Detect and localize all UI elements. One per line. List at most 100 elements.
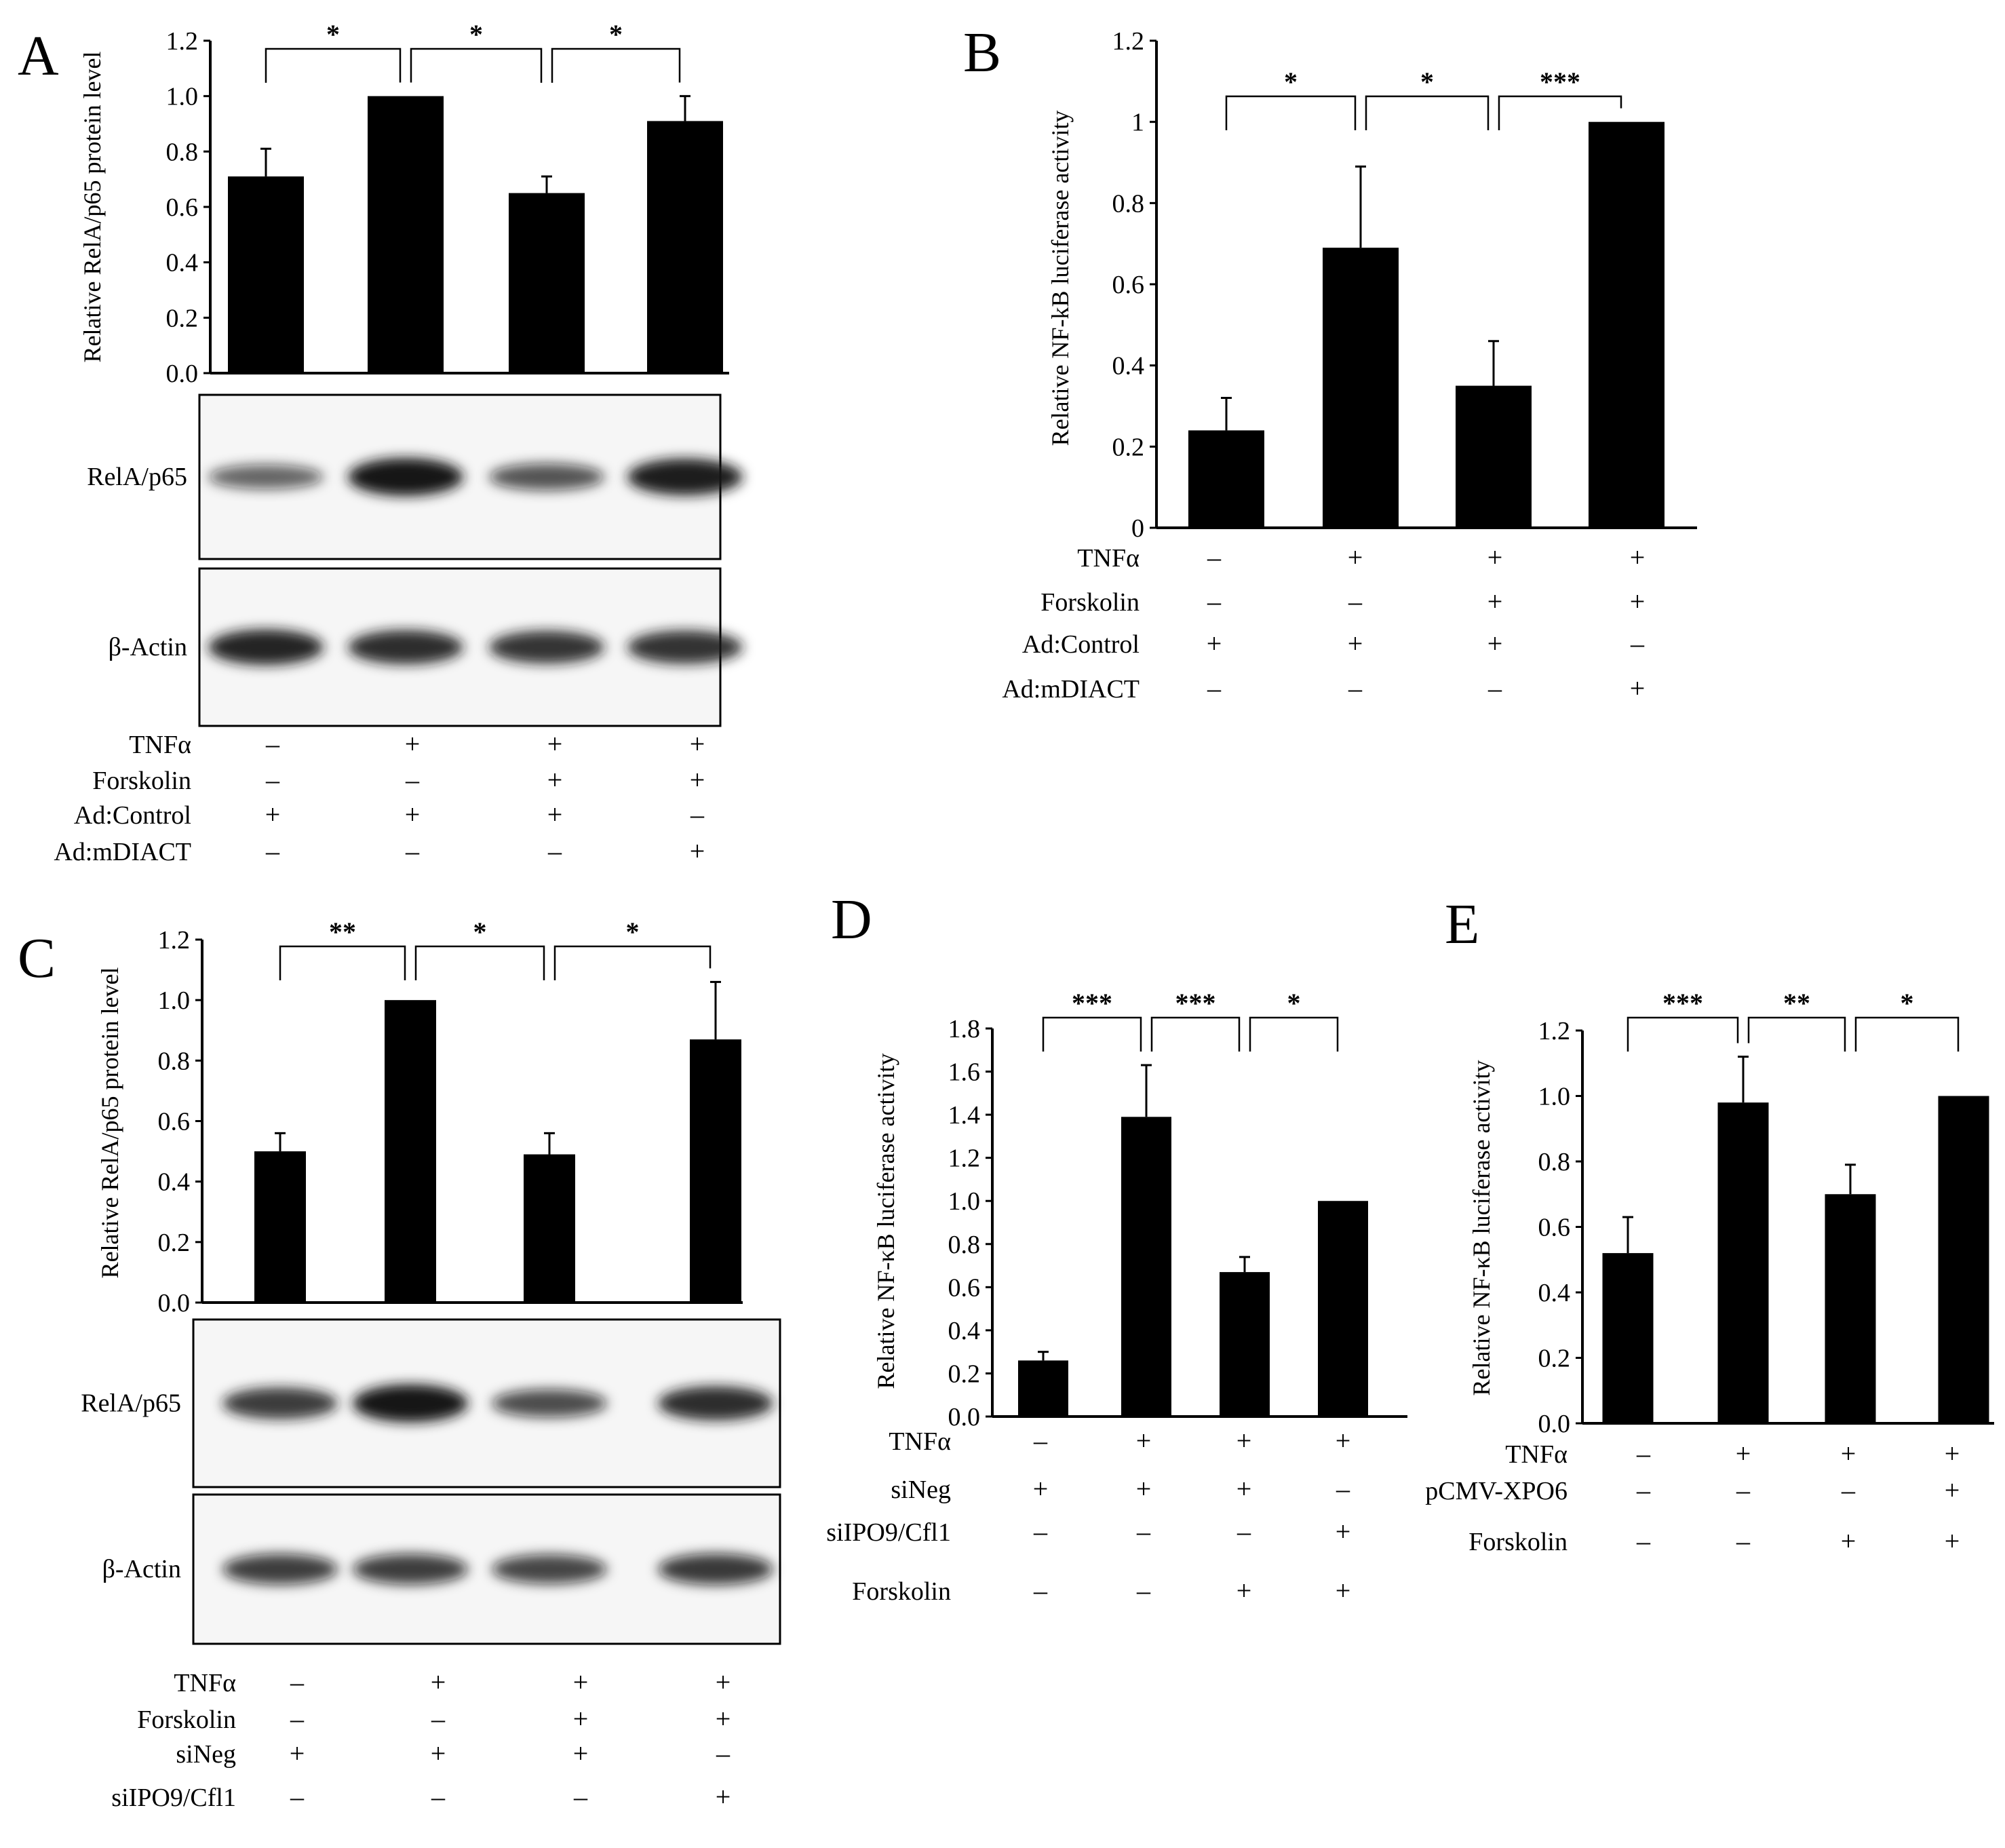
condition-label: Forskolin xyxy=(1040,588,1140,617)
panel-label: C xyxy=(18,927,56,990)
blot-band xyxy=(492,1554,607,1584)
condition-sign: – xyxy=(1336,1474,1350,1504)
panel-c: C 0.0 0.2 0.4 0.6 0.8 1.0 1.2 Relative RelA/p65 … xyxy=(18,917,781,1812)
y-tick-label: 0.8 xyxy=(948,1231,981,1259)
condition-sign: + xyxy=(573,1738,589,1769)
bar xyxy=(1456,385,1532,528)
condition-sign: + xyxy=(1630,586,1646,617)
condition-sign: – xyxy=(1033,1575,1048,1606)
condition-sign: + xyxy=(1945,1475,1960,1505)
y-tick-label: 0.2 xyxy=(948,1360,981,1388)
bar xyxy=(1323,248,1399,528)
condition-label: TNFα xyxy=(889,1427,951,1456)
condition-sign: – xyxy=(547,836,562,866)
condition-label: Forskolin xyxy=(852,1577,951,1606)
y-tick-label: 0.0 xyxy=(166,360,199,388)
y-tick-label: 0.6 xyxy=(166,193,199,222)
condition-label: TNFα xyxy=(1505,1440,1568,1469)
condition-sign: – xyxy=(1348,673,1363,704)
condition-sign: – xyxy=(431,1703,446,1734)
condition-sign: + xyxy=(1348,542,1363,573)
significance-label: ** xyxy=(329,917,356,947)
condition-sign: + xyxy=(1487,586,1503,617)
significance-label: * xyxy=(1287,988,1301,1018)
condition-sign: – xyxy=(1636,1475,1651,1505)
condition-sign: + xyxy=(690,765,705,795)
y-tick-label: 0.8 xyxy=(1112,189,1145,218)
y-axis-label: Relative RelA/p65 protein level xyxy=(79,52,106,363)
significance-label: * xyxy=(469,19,483,50)
bar xyxy=(1220,1272,1270,1417)
western-blot xyxy=(198,567,743,727)
condition-sign: – xyxy=(1736,1526,1751,1556)
condition-sign: – xyxy=(1841,1475,1856,1505)
condition-sign: – xyxy=(405,765,420,795)
bar xyxy=(228,176,304,373)
condition-sign: + xyxy=(1237,1474,1252,1504)
significance-bracket xyxy=(1042,1016,1142,1052)
condition-sign: – xyxy=(431,1782,446,1812)
condition-sign: + xyxy=(1237,1575,1252,1606)
blot-label: β-Actin xyxy=(109,633,187,661)
condition-sign: + xyxy=(1945,1526,1960,1556)
condition-sign: – xyxy=(1630,628,1645,659)
significance-label: *** xyxy=(1662,988,1703,1018)
y-tick-label: 0.6 xyxy=(1112,271,1145,299)
condition-sign: + xyxy=(547,799,563,830)
condition-label: pCMV-XPO6 xyxy=(1425,1477,1568,1505)
significance-bracket xyxy=(1365,95,1490,130)
y-tick-label: 1.0 xyxy=(166,83,199,111)
blot-band xyxy=(658,1554,773,1585)
blot-band xyxy=(222,1387,338,1419)
y-tick-label: 1.2 xyxy=(1538,1017,1571,1045)
bar xyxy=(1589,121,1665,528)
condition-sign: + xyxy=(1630,542,1646,573)
condition-sign: + xyxy=(1630,673,1646,704)
significance-label: *** xyxy=(1072,988,1112,1018)
y-tick-label: 0.8 xyxy=(166,138,199,166)
y-axis-label: Relative NF-kB luciferase activity xyxy=(1047,111,1074,446)
panel-e: E 0.0 0.2 0.4 0.6 0.8 1.0 1.2 Relative NF-κB luc… xyxy=(1425,893,1994,1556)
condition-sign: + xyxy=(1841,1438,1856,1469)
western-blot xyxy=(198,393,743,560)
panel-label: D xyxy=(831,888,872,951)
condition-label: Ad:Control xyxy=(1022,630,1140,659)
condition-sign: + xyxy=(405,799,421,830)
y-tick-label: 1.6 xyxy=(948,1058,981,1087)
y-tick-label: 1.8 xyxy=(948,1015,981,1043)
y-tick-label: 0.2 xyxy=(158,1229,191,1257)
condition-sign: + xyxy=(265,799,281,830)
bar xyxy=(647,121,723,373)
y-tick-label: 0.4 xyxy=(1538,1279,1571,1307)
condition-sign: + xyxy=(1136,1425,1152,1456)
y-axis-label: Relative NF-κB luciferase activity xyxy=(872,1054,899,1389)
condition-sign: – xyxy=(716,1738,731,1769)
y-tick-label: 1.2 xyxy=(948,1144,981,1173)
y-tick-label: 0.0 xyxy=(1538,1410,1571,1438)
panel-label: A xyxy=(18,24,59,88)
significance-bracket xyxy=(414,945,545,980)
significance-bracket xyxy=(1854,1016,1960,1052)
significance-label: * xyxy=(326,19,340,50)
condition-label: Ad:mDIACT xyxy=(54,838,191,866)
significance-label: * xyxy=(626,917,640,947)
y-tick-label: 1.2 xyxy=(158,926,191,955)
blot-label: β-Actin xyxy=(102,1555,181,1583)
panel-a: A 0.0 0.2 0.4 0.6 0.8 1.0 1.2 Relative RelA/p65 … xyxy=(18,19,743,866)
condition-sign: – xyxy=(1237,1516,1251,1547)
condition-sign: – xyxy=(290,1667,305,1697)
y-tick-label: 1.0 xyxy=(1538,1083,1571,1111)
significance-bracket xyxy=(551,47,681,83)
condition-sign: – xyxy=(1033,1516,1048,1547)
condition-sign: – xyxy=(1033,1425,1048,1456)
y-tick-label: 0.4 xyxy=(948,1317,981,1345)
bar xyxy=(254,1151,306,1303)
significance-bracket xyxy=(265,47,402,83)
blot-band xyxy=(353,1384,468,1423)
blot-band xyxy=(489,463,604,490)
bar xyxy=(524,1154,575,1303)
y-tick-label: 0.4 xyxy=(1112,352,1145,381)
condition-sign: + xyxy=(1487,542,1503,573)
condition-sign: + xyxy=(1336,1575,1351,1606)
blot-band xyxy=(627,458,743,496)
